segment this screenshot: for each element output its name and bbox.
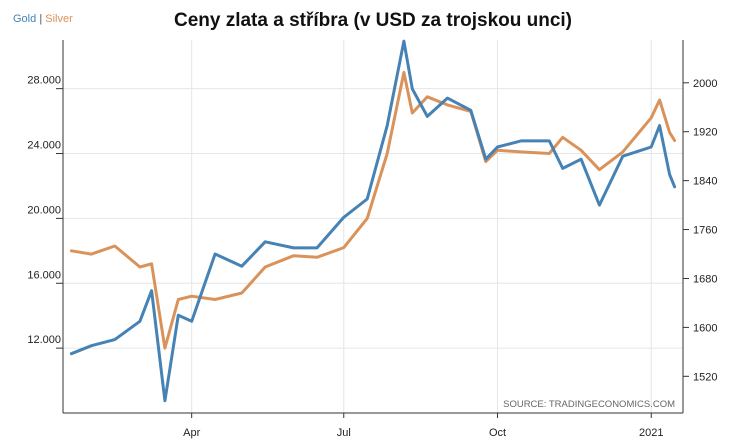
legend-silver[interactable]: Silver [45, 13, 73, 25]
axes [56, 40, 689, 418]
tick-label-right: 1760 [693, 225, 717, 237]
tick-label-right: 1520 [693, 371, 717, 383]
tick-label-x: 2021 [639, 427, 663, 439]
tick-label-x: Apr [183, 427, 200, 439]
tick-label-left: 24.000 [27, 140, 61, 152]
legend-separator: | [39, 13, 43, 25]
tick-label-x: Jul [337, 427, 351, 439]
tick-label-right: 1920 [693, 127, 717, 139]
series-group [69, 39, 677, 403]
legend: Gold | Silver [13, 13, 73, 25]
tick-label-left: 28.000 [27, 75, 61, 87]
legend-gold[interactable]: Gold [13, 13, 37, 25]
tick-label-left: 16.000 [27, 269, 61, 281]
series-line-silver [69, 70, 677, 350]
tick-label-left: 12.000 [27, 334, 61, 346]
source-label: SOURCE: TRADINGECONOMICS.COM [503, 399, 675, 410]
chart-title: Ceny zlata a stříbra (v USD za trojskou … [173, 10, 573, 31]
tick-labels: 12.000 16.000 20.000 24.000 28.000 1520 1600 16… [27, 75, 717, 439]
tick-label-right: 1840 [693, 176, 717, 188]
tick-label-right: 2000 [693, 78, 717, 90]
tick-label-left: 20.000 [27, 204, 61, 216]
tick-label-right: 1600 [693, 322, 717, 334]
series-line-gold [69, 39, 677, 403]
tick-label-right: 1680 [693, 273, 717, 285]
tick-label-x: Oct [489, 427, 506, 439]
grid [63, 40, 683, 413]
